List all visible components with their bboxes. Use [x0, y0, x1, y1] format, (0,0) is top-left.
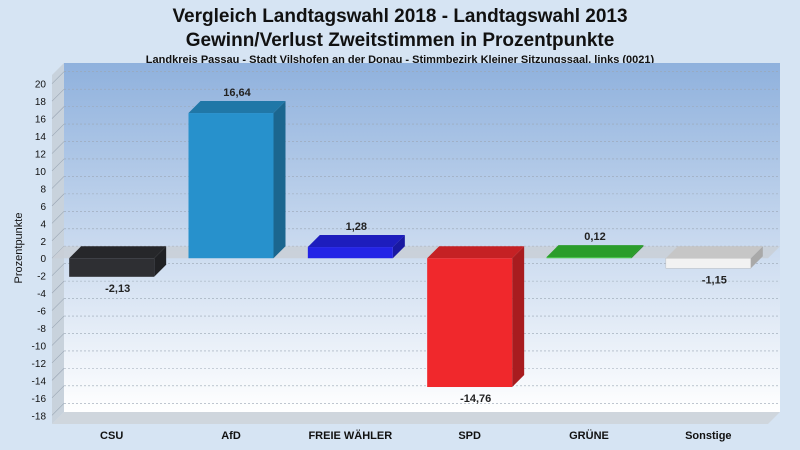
- x-tick-label: Sonstige: [685, 430, 731, 442]
- y-tick-label: -8: [37, 324, 46, 335]
- data-label: 16,64: [223, 87, 251, 99]
- y-tick-label: -10: [32, 341, 47, 352]
- plot-area: [64, 63, 780, 412]
- bar-grüne: [546, 245, 644, 259]
- y-tick-label: -16: [32, 394, 47, 405]
- data-label: 1,28: [346, 221, 367, 233]
- bar-freie-wähler: [307, 235, 405, 259]
- y-tick-label: -2: [37, 272, 46, 283]
- y-tick-label: -18: [32, 411, 47, 422]
- y-tick-label: 4: [40, 219, 46, 230]
- bar-spd: [427, 246, 525, 388]
- y-tick-label: -14: [32, 376, 47, 387]
- x-tick-label: AfD: [221, 430, 241, 442]
- data-label: 0,12: [584, 231, 605, 243]
- x-tick-label: GRÜNE: [569, 429, 609, 442]
- bar-sonstige: [665, 246, 763, 269]
- chart-title: Vergleich Landtagswahl 2018 - Landtagswa…: [172, 6, 628, 27]
- data-label: -1,15: [702, 274, 727, 286]
- data-label: -2,13: [105, 283, 130, 295]
- y-tick-label: 12: [35, 150, 47, 161]
- y-tick-label: 18: [35, 97, 47, 108]
- plot-floor: [52, 412, 780, 424]
- bar-afd: [188, 101, 286, 259]
- x-tick-label: CSU: [100, 430, 123, 442]
- data-label: -14,76: [460, 393, 491, 405]
- y-tick-label: 2: [40, 237, 46, 248]
- y-tick-label: 0: [40, 254, 46, 265]
- x-tick-label: SPD: [458, 430, 481, 442]
- y-tick-label: 20: [35, 80, 47, 91]
- chart-subtitle: Gewinn/Verlust Zweitstimmen in Prozentpu…: [185, 30, 615, 51]
- y-tick-label: 14: [35, 132, 47, 143]
- y-tick-label: 8: [40, 184, 46, 195]
- y-tick-label: -6: [37, 307, 46, 318]
- x-tick-label: FREIE WÄHLER: [308, 429, 392, 442]
- plot-left-wall: [52, 63, 64, 424]
- bar-csu: [69, 246, 167, 277]
- y-tick-label: 16: [35, 115, 47, 126]
- y-tick-label: 10: [35, 167, 47, 178]
- y-tick-label: -4: [37, 289, 46, 300]
- y-tick-label: 6: [40, 202, 46, 213]
- y-tick-label: -12: [32, 359, 47, 370]
- y-axis-label: Prozentpunkte: [13, 213, 25, 284]
